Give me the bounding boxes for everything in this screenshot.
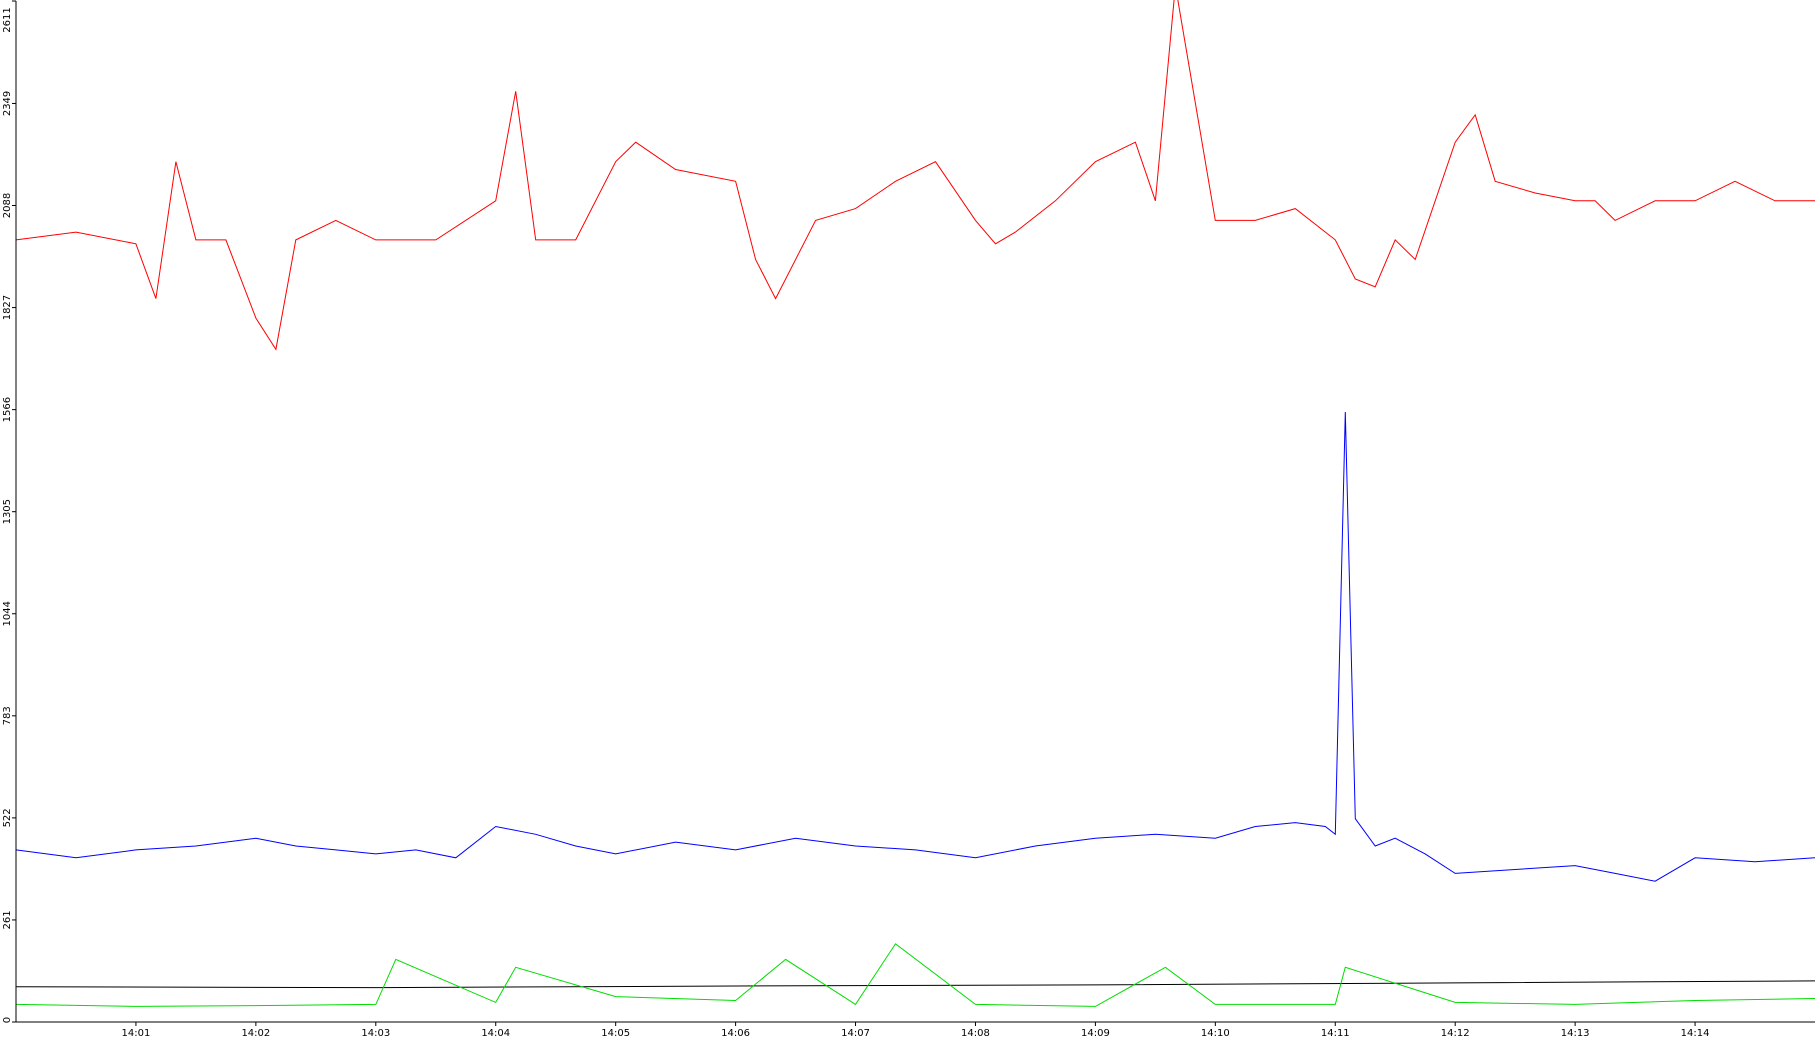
x-tick-label: 14:01 bbox=[122, 1028, 151, 1039]
x-tick-label: 14:04 bbox=[481, 1028, 510, 1039]
x-tick-label: 14:10 bbox=[1201, 1028, 1230, 1039]
y-tick-label: 1566 bbox=[2, 397, 13, 422]
series-line-1 bbox=[15, 411, 1815, 882]
x-tick-label: 14:07 bbox=[841, 1028, 870, 1039]
y-tick-label: 1305 bbox=[2, 499, 13, 524]
series-line-3 bbox=[15, 943, 1815, 1007]
y-tick-label: 1827 bbox=[2, 295, 13, 320]
x-tick-label: 14:09 bbox=[1081, 1028, 1110, 1039]
x-tick-label: 14:06 bbox=[721, 1028, 750, 1039]
series-line-0 bbox=[15, 0, 1815, 351]
x-tick-label: 14:02 bbox=[241, 1028, 270, 1039]
y-tick-label: 783 bbox=[2, 706, 13, 725]
x-tick-label: 14:05 bbox=[601, 1028, 630, 1039]
y-tick-label: 2611 bbox=[2, 7, 13, 32]
y-tick-label: 2088 bbox=[2, 193, 13, 218]
series-layer bbox=[15, 0, 1815, 1007]
x-tick-label: 14:14 bbox=[1681, 1028, 1710, 1039]
series-line-2 bbox=[15, 980, 1815, 989]
y-tick-label: 261 bbox=[2, 910, 13, 929]
x-tick-label: 14:11 bbox=[1321, 1028, 1350, 1039]
y-tick-label: 2349 bbox=[2, 91, 13, 116]
x-tick-label: 14:12 bbox=[1441, 1028, 1470, 1039]
x-tick-label: 14:03 bbox=[361, 1028, 390, 1039]
y-tick-label: 1044 bbox=[2, 601, 13, 626]
y-tick-label: 522 bbox=[2, 808, 13, 827]
x-tick-label: 14:08 bbox=[961, 1028, 990, 1039]
y-tick-label: 0 bbox=[2, 1017, 13, 1023]
x-tick-label: 14:13 bbox=[1561, 1028, 1590, 1039]
